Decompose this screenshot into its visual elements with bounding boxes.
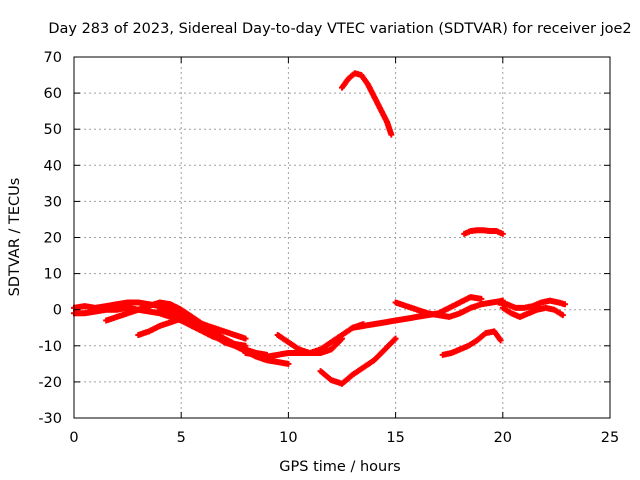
series-arc7 bbox=[274, 331, 345, 357]
grid-lines bbox=[74, 57, 610, 418]
y-tick-label: 40 bbox=[44, 158, 62, 174]
x-tick-label: 0 bbox=[69, 430, 78, 446]
data-markers bbox=[71, 70, 568, 387]
data-point-marker bbox=[559, 312, 566, 319]
data-point-marker bbox=[242, 335, 249, 342]
series-arc14 bbox=[495, 297, 568, 311]
series-arc11 bbox=[392, 297, 506, 320]
axis-ticks bbox=[73, 56, 611, 419]
chart-title: Day 283 of 2023, Sidereal Day-to-day VTE… bbox=[48, 21, 631, 37]
y-tick-label: 50 bbox=[44, 122, 62, 138]
y-tick-label: 10 bbox=[44, 267, 62, 283]
y-tick-label: 30 bbox=[44, 194, 62, 210]
y-tick-label: 20 bbox=[44, 231, 62, 247]
data-point-marker bbox=[339, 335, 345, 342]
data-point-marker bbox=[392, 335, 399, 342]
x-axis-label: GPS time / hours bbox=[279, 459, 400, 475]
y-tick-label: -20 bbox=[38, 375, 62, 391]
x-tick-label: 5 bbox=[177, 430, 186, 446]
y-axis-label: SDTVAR / TECUs bbox=[7, 178, 23, 297]
y-tick-label: 0 bbox=[53, 303, 62, 319]
data-point-marker bbox=[478, 295, 485, 302]
data-point-marker bbox=[388, 131, 395, 138]
x-tick-label: 25 bbox=[601, 430, 619, 446]
series-arc15 bbox=[499, 304, 566, 320]
series-arc13 bbox=[461, 227, 506, 237]
y-tick-labels: -30 -20 -10 0 10 20 30 40 50 60 70 bbox=[38, 50, 62, 427]
x-tick-label: 10 bbox=[279, 430, 297, 446]
series-arc12 bbox=[439, 328, 504, 358]
x-tick-labels: 0 5 10 15 20 25 bbox=[69, 430, 619, 446]
series-arc9 bbox=[349, 294, 485, 331]
y-tick-label: 60 bbox=[44, 86, 62, 102]
y-tick-label: -30 bbox=[38, 411, 62, 427]
data-point-marker bbox=[499, 230, 506, 237]
x-tick-label: 20 bbox=[494, 430, 512, 446]
y-tick-label: 70 bbox=[44, 50, 62, 66]
data-point-marker bbox=[285, 360, 292, 367]
data-point-marker bbox=[497, 337, 504, 344]
series-arc5 bbox=[156, 306, 249, 342]
y-tick-label: -10 bbox=[38, 339, 62, 355]
data-point-marker bbox=[561, 301, 568, 308]
x-tick-label: 15 bbox=[386, 430, 404, 446]
series-arc8 bbox=[317, 335, 399, 387]
series-arc10 bbox=[339, 70, 395, 138]
